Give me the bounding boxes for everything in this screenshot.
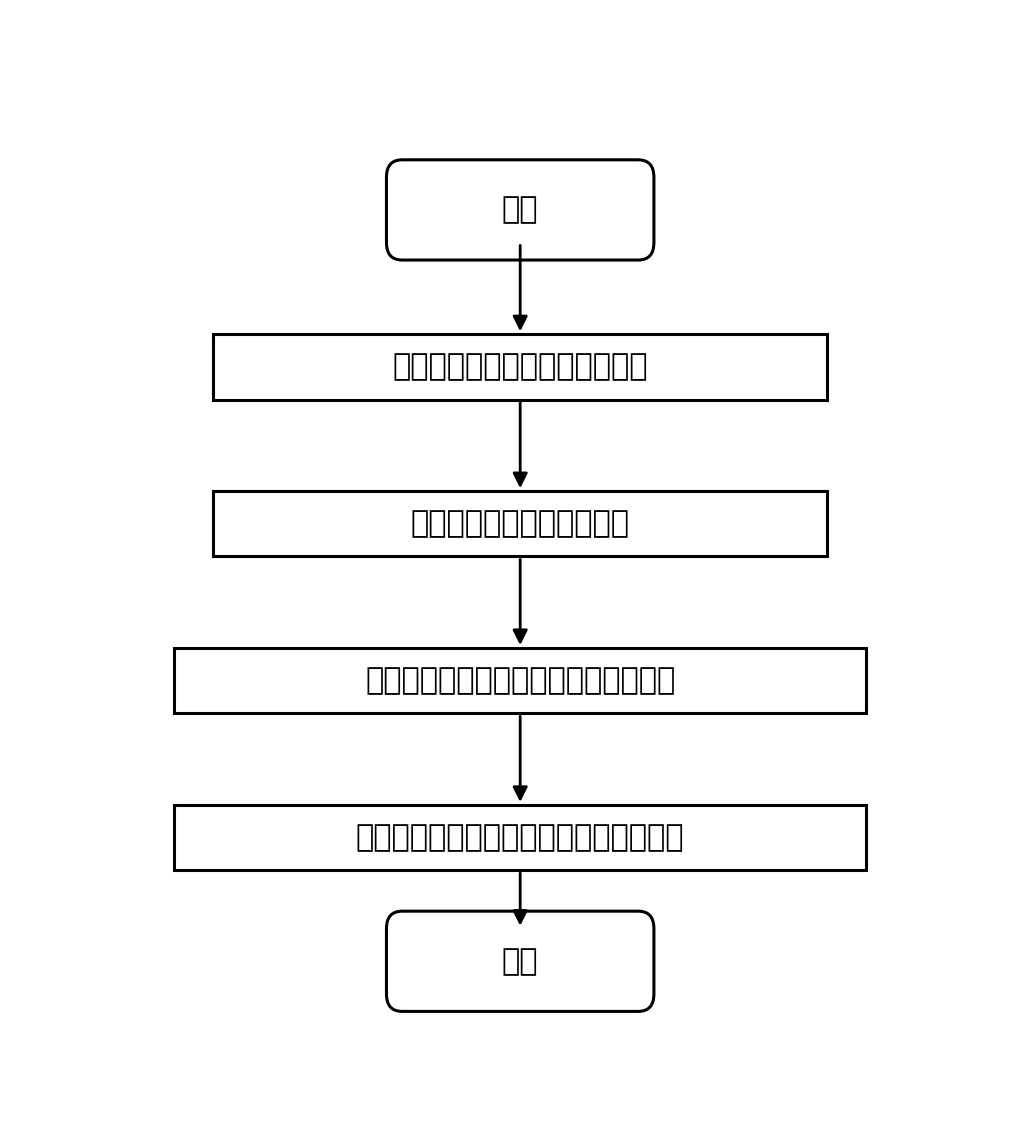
FancyBboxPatch shape xyxy=(175,648,866,713)
FancyBboxPatch shape xyxy=(213,334,827,400)
FancyBboxPatch shape xyxy=(387,160,654,260)
Text: 建立行星大气进入段动力学模型: 建立行星大气进入段动力学模型 xyxy=(393,352,648,381)
Text: 求解得到满足过程约束和性能要求的轨迹: 求解得到满足过程约束和性能要求的轨迹 xyxy=(356,823,684,852)
FancyBboxPatch shape xyxy=(387,911,654,1011)
Text: 建立状态不确定性传播模型: 建立状态不确定性传播模型 xyxy=(411,509,629,538)
FancyBboxPatch shape xyxy=(213,491,827,557)
Text: 结束: 结束 xyxy=(502,946,538,976)
Text: 建立考虑不确定性影响的轨迹优化模型: 建立考虑不确定性影响的轨迹优化模型 xyxy=(365,666,675,695)
FancyBboxPatch shape xyxy=(175,805,866,871)
Text: 开始: 开始 xyxy=(502,196,538,224)
